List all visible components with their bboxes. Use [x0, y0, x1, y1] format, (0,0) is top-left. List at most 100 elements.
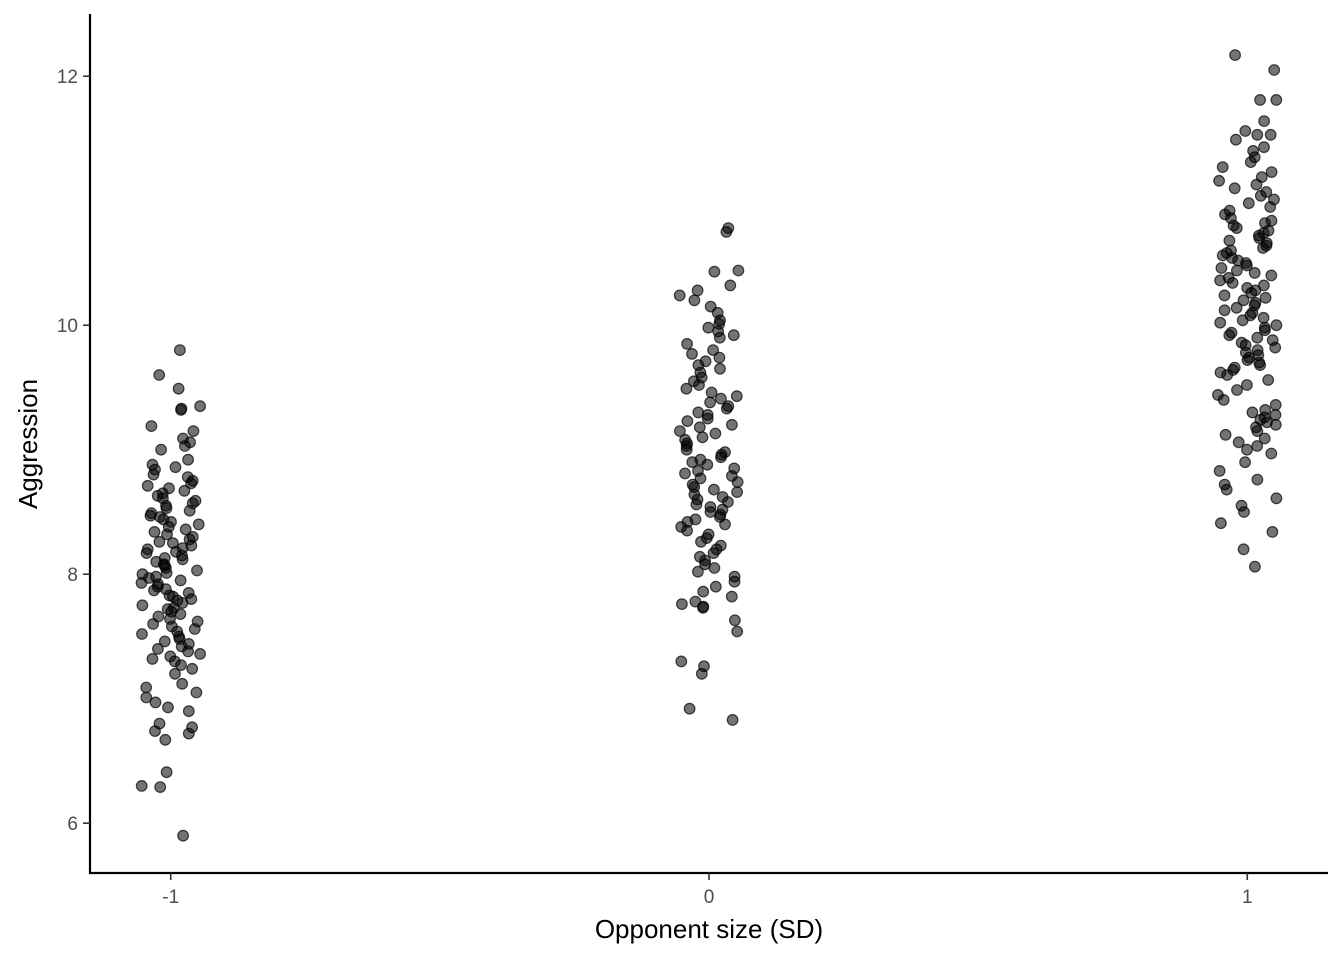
data-point	[172, 382, 185, 395]
data-point	[708, 265, 721, 278]
data-point	[1230, 222, 1243, 235]
data-point	[726, 714, 739, 726]
data-point	[1268, 64, 1281, 76]
data-point	[1241, 443, 1253, 456]
ticks-layer: -1 0 1 6 8 10 12	[57, 67, 1253, 908]
data-point	[192, 518, 205, 531]
data-point	[149, 696, 162, 709]
data-point	[709, 427, 722, 440]
data-point	[1259, 324, 1271, 337]
data-point	[1265, 166, 1278, 179]
data-point	[731, 625, 744, 638]
data-point	[705, 386, 718, 399]
data-point	[1220, 483, 1233, 496]
data-point	[153, 535, 166, 548]
data-point	[1270, 319, 1283, 332]
data-point	[686, 348, 698, 360]
data-point	[140, 681, 153, 694]
data-point	[176, 553, 189, 566]
data-point	[709, 580, 722, 593]
data-point	[1218, 289, 1231, 302]
data-point	[177, 829, 190, 842]
data-point	[1259, 291, 1272, 304]
x-tick-label: -1	[162, 887, 179, 908]
data-point	[175, 659, 187, 671]
data-point	[1230, 301, 1243, 314]
data-point	[179, 523, 192, 536]
data-point	[194, 648, 207, 660]
data-point	[149, 725, 161, 737]
data-point	[715, 392, 727, 405]
data-point	[160, 502, 173, 515]
data-point	[680, 382, 693, 395]
data-point	[1226, 277, 1239, 289]
data-point	[1232, 436, 1245, 449]
data-point	[681, 338, 693, 350]
data-point	[695, 535, 707, 548]
data-point	[715, 451, 727, 464]
data-point	[1241, 354, 1254, 367]
data-point	[159, 733, 172, 746]
data-point	[720, 402, 733, 415]
data-point	[1237, 543, 1250, 556]
data-point	[1248, 267, 1261, 279]
data-point	[694, 472, 707, 485]
data-point	[182, 705, 195, 718]
data-point	[1250, 178, 1263, 191]
data-point	[1239, 125, 1252, 137]
data-point	[147, 468, 160, 481]
data-point	[174, 608, 187, 620]
data-point	[704, 396, 716, 409]
data-point	[190, 686, 203, 699]
data-point	[1240, 379, 1253, 391]
data-point	[1213, 174, 1225, 187]
data-point	[697, 601, 709, 614]
data-point	[1251, 128, 1264, 141]
data-point	[1244, 156, 1257, 169]
data-point	[690, 498, 703, 511]
data-point	[148, 526, 161, 538]
x-axis-title: Opponent size (SD)	[595, 914, 823, 944]
points-layer	[135, 49, 1283, 842]
data-point	[178, 440, 191, 452]
data-point	[696, 431, 709, 444]
data-point	[1214, 316, 1227, 329]
y-tick-label: 8	[67, 565, 78, 586]
data-point	[140, 547, 153, 559]
data-point	[162, 701, 174, 714]
data-point	[707, 344, 719, 357]
axes-layer	[88, 14, 1328, 875]
data-point	[1254, 93, 1266, 106]
data-point	[724, 279, 737, 292]
data-point	[160, 766, 173, 779]
data-point	[728, 575, 741, 588]
data-point	[727, 329, 740, 342]
data-point	[701, 412, 714, 425]
data-point	[1270, 492, 1283, 505]
data-point	[1214, 274, 1226, 287]
data-point	[686, 456, 699, 469]
data-point	[1231, 384, 1243, 396]
data-point	[707, 547, 720, 559]
data-point	[719, 518, 731, 531]
data-point	[688, 294, 701, 307]
data-point	[1218, 304, 1231, 317]
data-point	[151, 643, 164, 655]
data-point	[175, 404, 187, 416]
data-point	[1223, 329, 1236, 342]
data-point	[144, 509, 157, 522]
data-point	[178, 484, 191, 497]
data-point	[708, 483, 720, 496]
data-point	[1258, 141, 1270, 154]
data-point	[191, 564, 203, 577]
data-point	[1251, 425, 1264, 438]
data-point	[1242, 197, 1255, 210]
data-point	[1270, 93, 1283, 106]
data-point	[1251, 440, 1264, 452]
data-point	[693, 379, 705, 391]
data-point	[702, 321, 715, 334]
data-point	[708, 562, 721, 574]
data-point	[1230, 264, 1243, 277]
data-point	[1238, 506, 1250, 518]
